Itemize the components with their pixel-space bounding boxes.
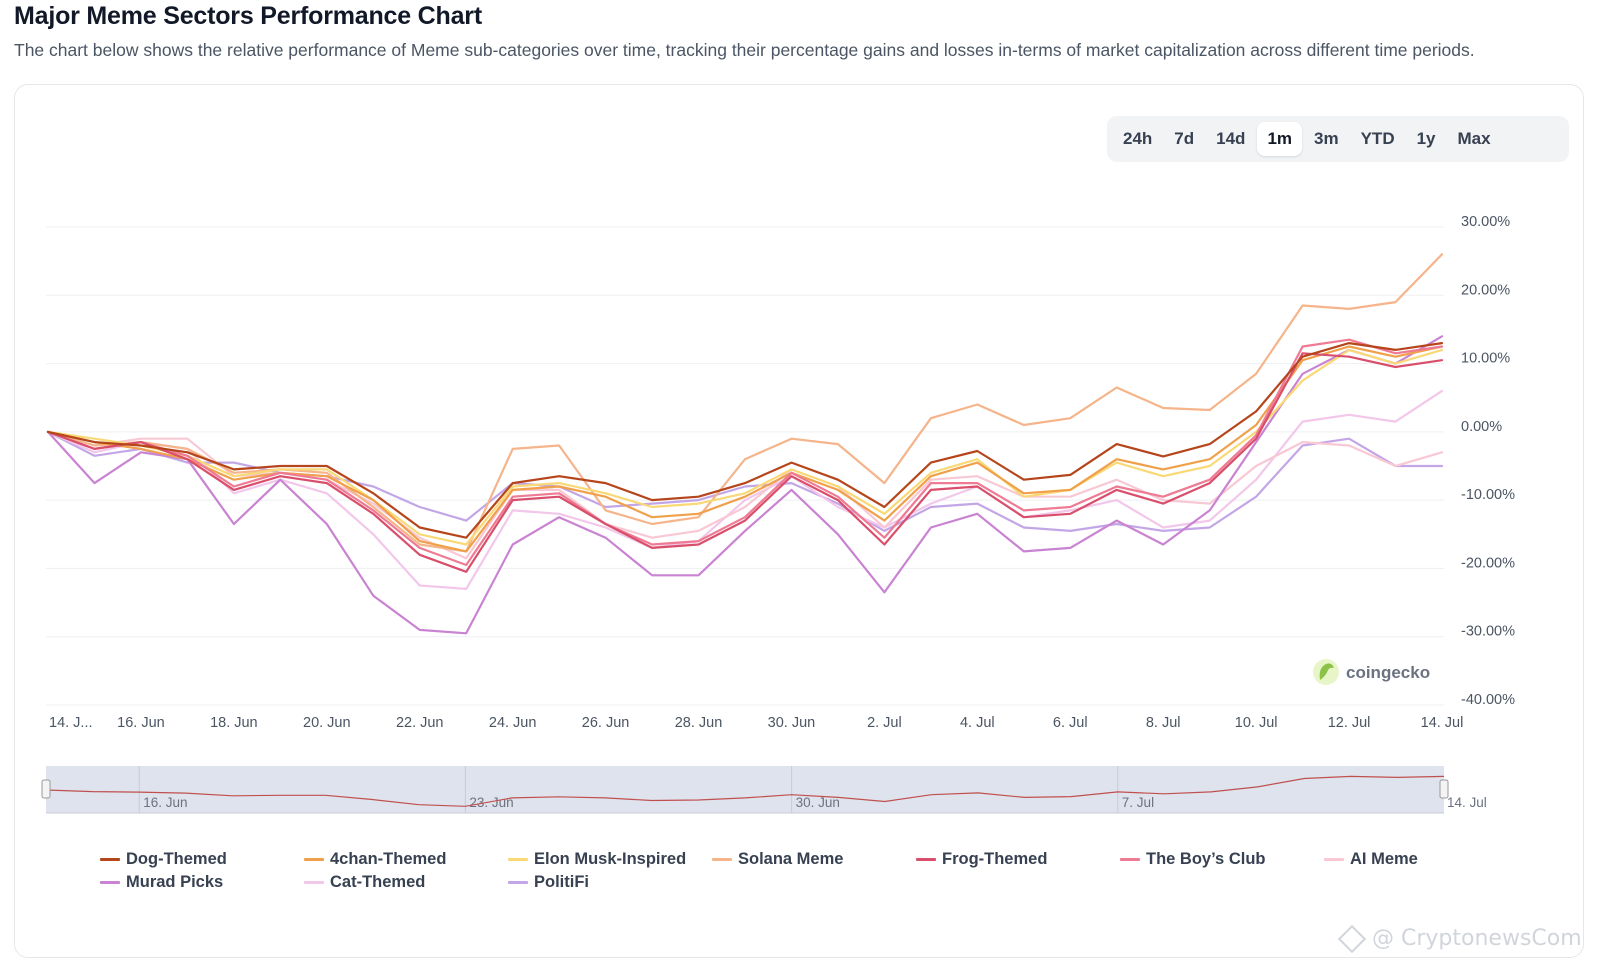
legend-swatch (508, 858, 528, 861)
range-button-1m[interactable]: 1m (1257, 122, 1303, 156)
y-axis-labels: 30.00% 20.00% 10.00% 0.00% -10.00% -20.00% -30… (1461, 214, 1515, 708)
x-tick-label: 22. Jun (396, 715, 444, 731)
x-axis-labels: 14. J... 16. Jun 18. Jun 20. Jun 22. Jun 24. … (49, 715, 1463, 731)
legend-item-politifi[interactable]: PolitiFi (508, 873, 712, 892)
page-title: Major Meme Sectors Performance Chart (14, 2, 482, 30)
series-line-cat-themed[interactable] (46, 389, 1444, 591)
watermark-text: @ CryptonewsCom (1372, 926, 1582, 951)
navigator-label: 14. Jul (1447, 795, 1487, 810)
legend-label: AI Meme (1350, 850, 1418, 868)
range-button-ytd[interactable]: YTD (1360, 129, 1395, 148)
page-subtitle: The chart below shows the relative perfo… (14, 40, 1475, 60)
time-range-selector: 24h 7d 14d 1m 3m YTD 1y Max (1107, 116, 1569, 162)
y-tick-label: -20.00% (1461, 555, 1515, 571)
legend-label: Murad Picks (126, 873, 224, 891)
navigator-label: 23. Jun (469, 795, 513, 810)
navigator-label: 30. Jun (796, 795, 840, 810)
y-tick-label: 10.00% (1461, 351, 1510, 367)
legend-item-ai-meme[interactable]: AI Meme (1324, 850, 1528, 869)
legend-item-murad-picks[interactable]: Murad Picks (100, 873, 304, 892)
x-tick-label: 28. Jun (675, 715, 723, 731)
legend-label: The Boy’s Club (1146, 850, 1266, 868)
navigator[interactable]: 16. Jun 23. Jun 30. Jun 7. Jul 14. Jul (41, 766, 1487, 814)
range-button-max[interactable]: Max (1457, 129, 1491, 148)
legend-item-solana-meme[interactable]: Solana Meme (712, 850, 916, 869)
range-button-3m[interactable]: 3m (1314, 129, 1339, 148)
legend-item-frog-themed[interactable]: Frog-Themed (916, 850, 1120, 869)
series-line-the-boy-s-club[interactable] (46, 338, 1444, 567)
x-tick-label: 12. Jul (1328, 715, 1371, 731)
navigator-left-handle[interactable] (41, 779, 51, 799)
legend-label: Dog-Themed (126, 850, 227, 868)
legend-item-dog-themed[interactable]: Dog-Themed (100, 850, 304, 869)
x-tick-label: 8. Jul (1146, 715, 1181, 731)
brand-label: coingecko (1346, 663, 1430, 682)
x-tick-label: 10. Jul (1235, 715, 1278, 731)
x-tick-label: 14. J... (49, 715, 93, 731)
legend-item-elon-musk-inspired[interactable]: Elon Musk-Inspired (508, 850, 712, 869)
watermark: @ CryptonewsCom (1337, 924, 1582, 954)
coingecko-brand: coingecko (1313, 659, 1430, 685)
legend-label: Frog-Themed (942, 850, 1048, 868)
legend-item-4chan-themed[interactable]: 4chan-Themed (304, 850, 508, 869)
navigator-labels: 16. Jun 23. Jun 30. Jun 7. Jul 14. Jul (138, 766, 1487, 813)
legend-swatch (508, 881, 528, 884)
range-button-1y[interactable]: 1y (1416, 129, 1436, 148)
series-line-murad-picks[interactable] (46, 335, 1444, 635)
series-lines[interactable] (46, 253, 1444, 635)
diamond-icon (1337, 924, 1367, 954)
legend-label: Elon Musk-Inspired (534, 850, 687, 868)
legend-label: Cat-Themed (330, 873, 426, 891)
navigator-selection[interactable] (46, 766, 1444, 813)
legend-swatch (1120, 858, 1140, 861)
legend-label: Solana Meme (738, 850, 844, 868)
legend-swatch (712, 858, 732, 861)
series-line-ai-meme[interactable] (46, 430, 1444, 560)
series-line-elon-musk-inspired[interactable] (46, 348, 1444, 546)
legend-label: PolitiFi (534, 873, 589, 891)
range-button-24h[interactable]: 24h (1123, 129, 1153, 148)
legend-item-the-boys-club[interactable]: The Boy’s Club (1120, 850, 1324, 869)
gecko-icon-body (1319, 663, 1334, 680)
x-tick-label: 30. Jun (768, 715, 816, 731)
x-tick-label: 26. Jun (582, 715, 630, 731)
legend-item-cat-themed[interactable]: Cat-Themed (304, 873, 508, 892)
series-line-frog-themed[interactable] (46, 352, 1444, 573)
x-tick-label: 14. Jul (1421, 715, 1464, 731)
y-tick-label: -40.00% (1461, 692, 1515, 708)
navigator-series-line (45, 775, 1445, 807)
legend-label: 4chan-Themed (330, 850, 447, 868)
y-tick-label: 0.00% (1461, 419, 1502, 435)
range-button-7d[interactable]: 7d (1174, 129, 1195, 148)
x-tick-label: 24. Jun (489, 715, 537, 731)
y-tick-label: -10.00% (1461, 487, 1515, 503)
x-tick-label: 20. Jun (303, 715, 351, 731)
navigator-label: 16. Jun (143, 795, 187, 810)
legend-swatch (100, 881, 120, 884)
navigator-right-handle[interactable] (1439, 779, 1449, 799)
x-tick-label: 18. Jun (210, 715, 258, 731)
y-tick-label: 20.00% (1461, 282, 1510, 298)
series-line-dog-themed[interactable] (46, 342, 1444, 539)
x-tick-label: 4. Jul (960, 715, 995, 731)
navigator-label: 7. Jul (1122, 795, 1154, 810)
legend-swatch (916, 858, 936, 861)
x-tick-label: 6. Jul (1053, 715, 1088, 731)
range-button-14d[interactable]: 14d (1216, 129, 1246, 148)
y-tick-label: -30.00% (1461, 624, 1515, 640)
y-tick-label: 30.00% (1461, 214, 1510, 230)
legend-swatch (100, 858, 120, 861)
chart-legend: Dog-Themed 4chan-Themed Elon Musk-Inspir… (100, 850, 1500, 892)
grid-lines (46, 226, 1444, 706)
legend-swatch (1324, 858, 1344, 861)
x-tick-label: 2. Jul (867, 715, 902, 731)
x-tick-label: 16. Jun (117, 715, 165, 731)
legend-swatch (304, 881, 324, 884)
legend-swatch (304, 858, 324, 861)
